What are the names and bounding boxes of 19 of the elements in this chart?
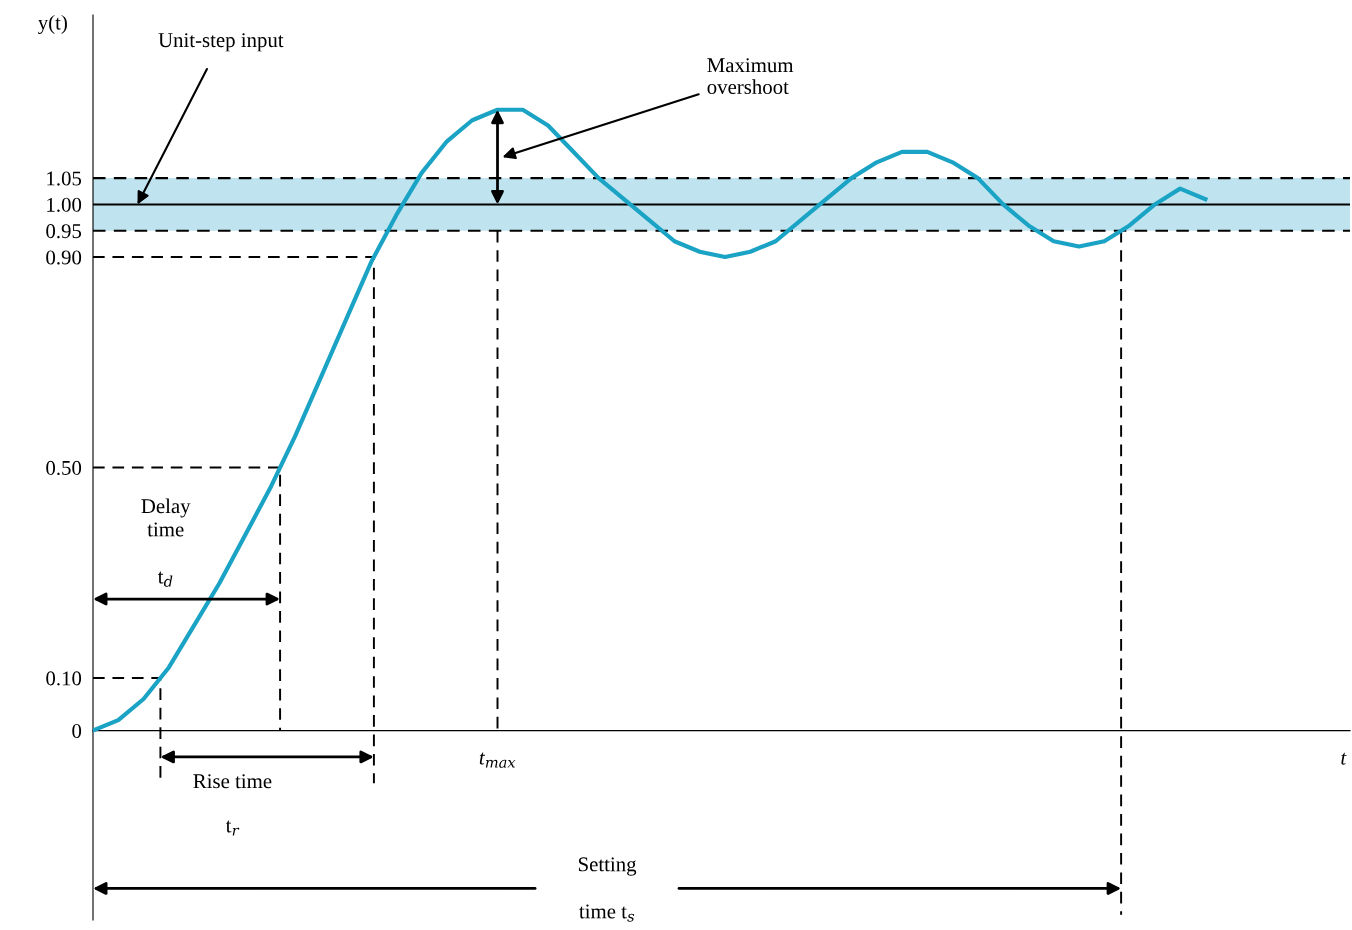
annotation: t$_{d}$: [157, 571, 173, 587]
y-tick-label: 0.95: [46, 224, 82, 239]
annotation: Delay time: [141, 498, 191, 537]
annotation: Maximum overshoot: [707, 58, 794, 94]
y-axis-title: y(t): [38, 15, 67, 34]
y-tick-label: 0: [72, 723, 82, 739]
y-tick-label: 0.10: [46, 671, 82, 686]
annotation: time t$_{s}$: [579, 904, 635, 922]
annotation: Setting: [578, 857, 637, 876]
text: t: [1341, 752, 1347, 765]
y-tick-label: 0.50: [46, 460, 82, 476]
y-tick-label: 1.05: [47, 171, 82, 186]
annotation: t$_{max}$: [479, 752, 516, 768]
annotation: t$_{r}$: [225, 820, 240, 836]
line-series: [93, 107, 1208, 733]
annotation: Rise time: [193, 774, 272, 789]
y-tick-label: 1.00: [47, 197, 82, 212]
annotation: Unit-step input: [158, 33, 284, 52]
y-tick-label: 0.90: [46, 250, 82, 265]
